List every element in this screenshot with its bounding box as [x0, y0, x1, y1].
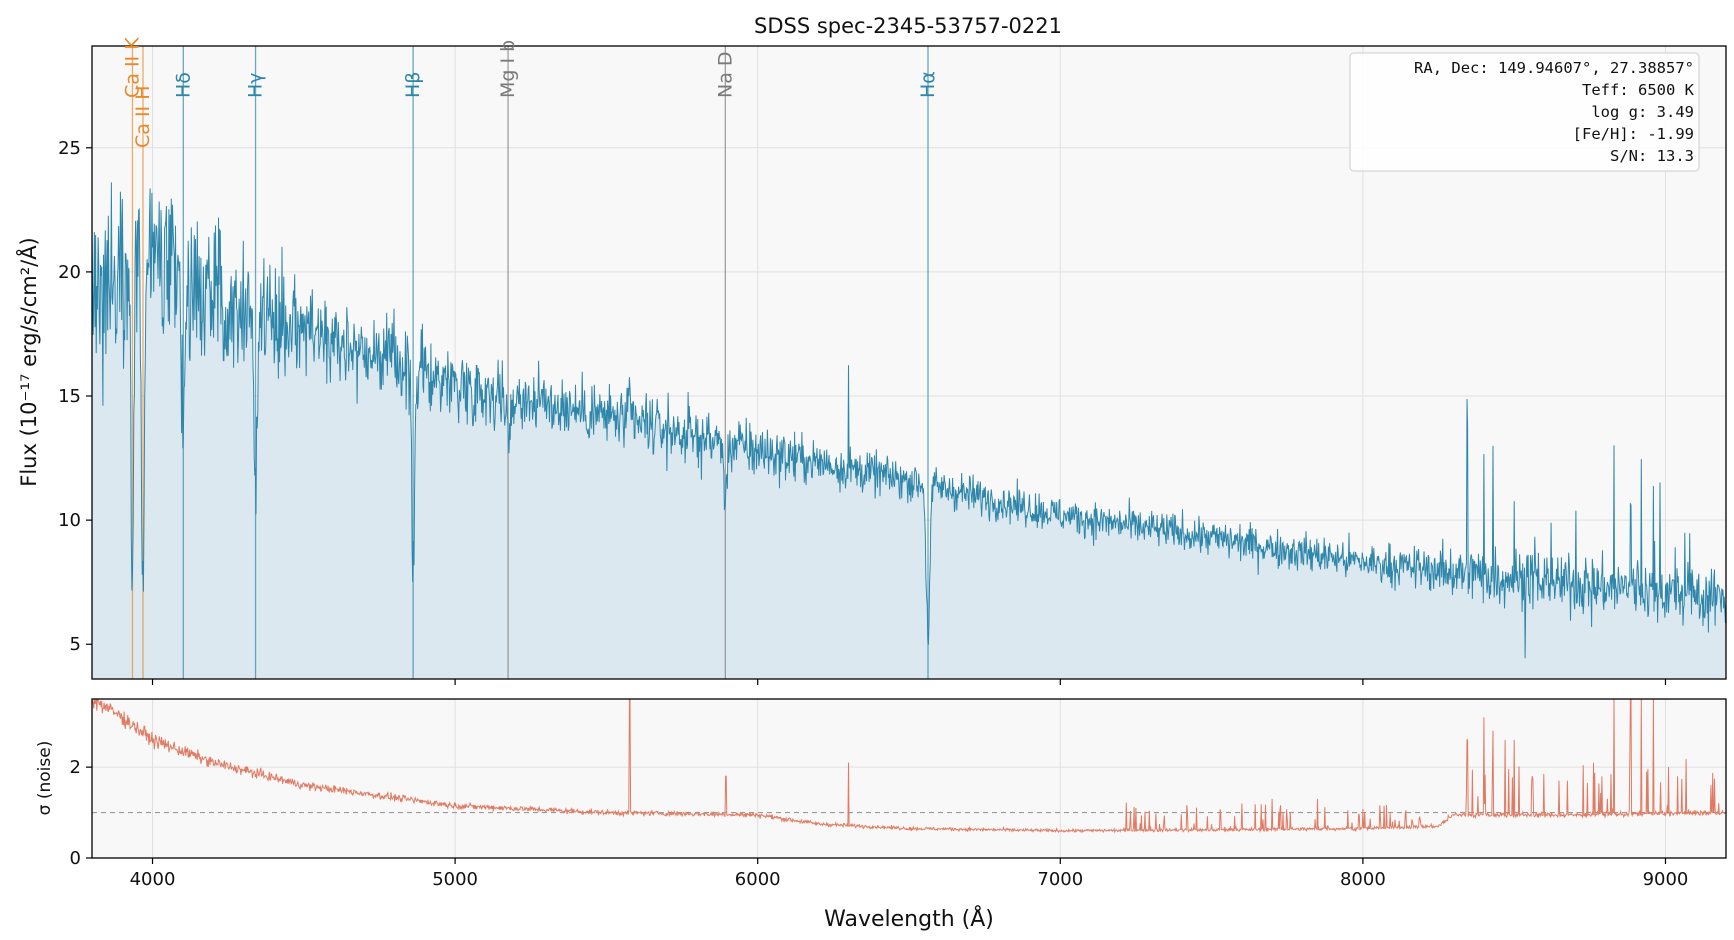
noise-panel: 02 4000 5000 6000 7000 8000 9000 σ (noise) Wa…	[35, 698, 1727, 932]
flux-y-tick-label: 25	[58, 138, 81, 159]
info-metallicity: [Fe/H]: -1.99	[1573, 125, 1694, 143]
x-tick-label: 7000	[1037, 869, 1083, 890]
flux-y-tick-label: 15	[58, 386, 81, 407]
spectral-line-label: Hγ	[245, 72, 267, 98]
info-snr: S/N: 13.3	[1610, 147, 1694, 165]
noise-series-line	[92, 699, 1726, 834]
flux-panel-frame	[91, 45, 1727, 680]
chart-title: SDSS spec-2345-53757-0221	[754, 14, 1062, 38]
x-tick-label: 8000	[1340, 869, 1386, 890]
flux-y-tick-label: 20	[58, 262, 81, 283]
stellar-parameters-box: RA, Dec: 149.94607°, 27.38857° Teff: 650…	[1349, 52, 1700, 172]
noise-y-axis-label: σ (noise)	[35, 741, 55, 816]
spectral-line-labels: Ca II KCa II H Hδ Hγ Hβ Mg I b Na D Hα	[122, 37, 940, 148]
flux-series-line	[92, 182, 1726, 659]
info-teff: Teff: 6500 K	[1582, 81, 1695, 99]
spectral-line-label: Ca II K	[122, 37, 144, 98]
spectral-line-label: Mg I b	[497, 40, 519, 98]
flux-fill-area	[92, 182, 1726, 679]
spectral-line-label: Hβ	[402, 72, 424, 98]
flux-x-ticks	[151, 679, 1667, 685]
x-tick-label: 4000	[130, 869, 176, 890]
spectral-line-label: Na D	[714, 51, 736, 98]
flux-panel: 5 10 15 20 25 Flux (10⁻¹⁷ erg/s/cm²/Å) Ca II…	[15, 37, 1727, 685]
flux-y-tick-label: 5	[70, 634, 81, 655]
info-box-frame	[1349, 52, 1700, 172]
info-logg: log g: 3.49	[1591, 103, 1694, 121]
noise-y-tick-label: 0	[70, 848, 81, 869]
noise-panel-background	[92, 699, 1726, 858]
x-tick-label: 9000	[1643, 869, 1689, 890]
spectral-line-label: Hδ	[172, 72, 194, 98]
flux-y-axis-label: Flux (10⁻¹⁷ erg/s/cm²/Å)	[15, 237, 41, 487]
x-tick-label: 5000	[432, 869, 478, 890]
noise-y-tick-label: 2	[70, 757, 81, 778]
flux-plot-area	[92, 46, 1726, 679]
flux-y-tick-label: 10	[58, 510, 81, 531]
flux-y-axis: 5 10 15 20 25	[58, 138, 92, 655]
info-coordinates: RA, Dec: 149.94607°, 27.38857°	[1414, 59, 1694, 77]
noise-plot-area	[92, 699, 1726, 834]
spectral-line-label: Ca II H	[132, 86, 154, 148]
x-tick-label: 6000	[735, 869, 781, 890]
x-axis: 4000 5000 6000 7000 8000 9000	[130, 858, 1689, 890]
noise-y-axis: 02	[70, 757, 92, 869]
x-axis-label: Wavelength (Å)	[824, 905, 994, 932]
spectral-line-label: Hα	[917, 71, 939, 98]
noise-panel-frame	[91, 698, 1727, 859]
